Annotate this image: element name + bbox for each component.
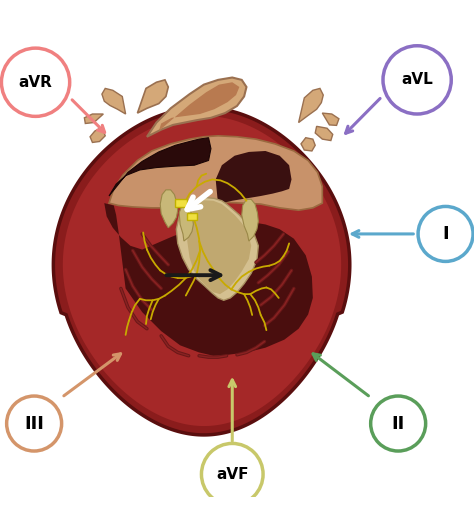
Polygon shape xyxy=(90,127,105,142)
Polygon shape xyxy=(187,200,251,294)
Bar xyxy=(187,213,197,220)
Polygon shape xyxy=(301,138,315,151)
Polygon shape xyxy=(63,116,341,426)
Circle shape xyxy=(418,206,473,262)
Bar xyxy=(175,199,187,207)
Polygon shape xyxy=(176,198,258,300)
Polygon shape xyxy=(159,82,239,131)
Text: aVR: aVR xyxy=(18,75,53,90)
Polygon shape xyxy=(179,204,193,241)
Circle shape xyxy=(383,46,451,114)
Polygon shape xyxy=(242,199,258,241)
Circle shape xyxy=(201,444,263,505)
Polygon shape xyxy=(160,190,178,228)
Text: I: I xyxy=(442,225,449,243)
Text: aVL: aVL xyxy=(401,72,433,87)
Text: III: III xyxy=(24,414,44,433)
Polygon shape xyxy=(299,88,323,123)
Polygon shape xyxy=(109,138,211,196)
Circle shape xyxy=(1,48,70,116)
Circle shape xyxy=(7,396,62,451)
Text: aVF: aVF xyxy=(216,467,248,482)
Polygon shape xyxy=(137,80,168,113)
Polygon shape xyxy=(84,114,103,123)
Polygon shape xyxy=(315,126,333,140)
Polygon shape xyxy=(54,108,350,435)
Polygon shape xyxy=(147,77,246,137)
Polygon shape xyxy=(102,88,126,114)
Polygon shape xyxy=(216,151,292,204)
Polygon shape xyxy=(104,203,313,356)
Text: II: II xyxy=(392,414,405,433)
Circle shape xyxy=(371,396,426,451)
Polygon shape xyxy=(109,136,322,210)
Polygon shape xyxy=(322,113,339,125)
